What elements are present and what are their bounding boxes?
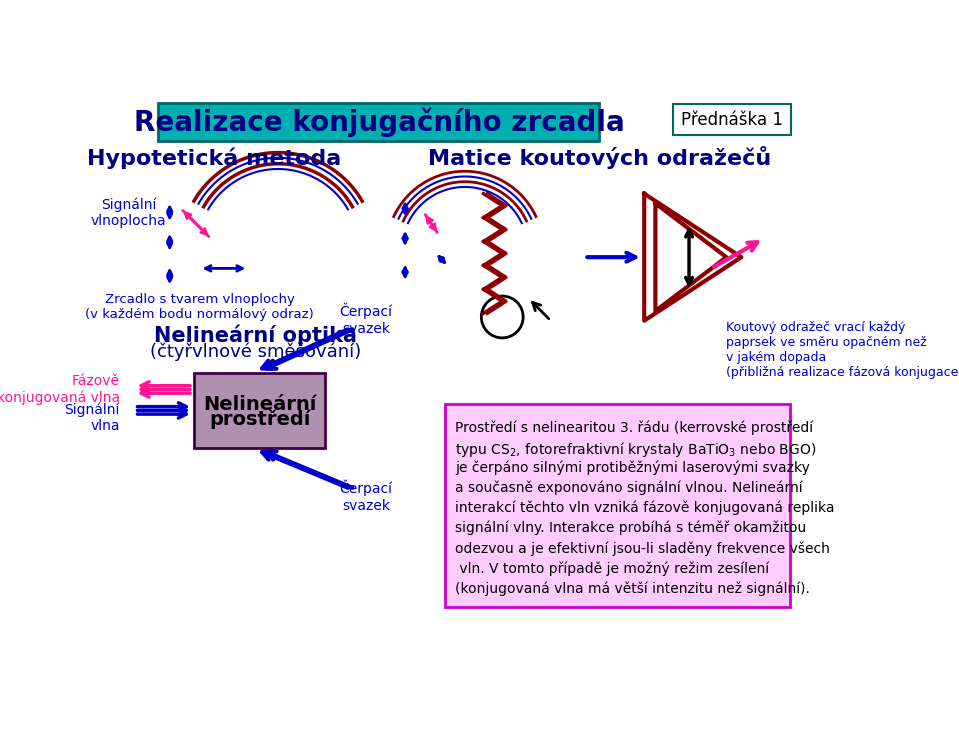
Text: Čerpací
svazek: Čerpací svazek [339,303,393,335]
Text: vln. V tomto případě je možný režim zesílení: vln. V tomto případě je možný režim zesí… [456,561,769,576]
Text: odezvou a je efektivní jsou-li sladěny frekvence všech: odezvou a je efektivní jsou-li sladěny f… [456,541,830,556]
FancyBboxPatch shape [158,102,599,141]
Text: Zrcadlo s tvarem vlnoplochy
(v každém bodu normálový odraz): Zrcadlo s tvarem vlnoplochy (v každém bo… [85,293,314,321]
Text: Nelineární: Nelineární [203,395,316,414]
Text: Čerpací
svazek: Čerpací svazek [339,480,393,513]
Text: Přednáška 1: Přednáška 1 [682,111,784,129]
FancyBboxPatch shape [195,373,325,447]
Text: Prostředí s nelinearitou 3. řádu (kerrovské prostředí: Prostředí s nelinearitou 3. řádu (kerrov… [456,420,813,435]
Text: Koutový odražeč vrací každý
paprsek ve směru opačném než
v jakém dopada
(přibliž: Koutový odražeč vrací každý paprsek ve s… [726,320,959,379]
Text: interakcí těchto vln vzniká fázově konjugovaná replika: interakcí těchto vln vzniká fázově konju… [456,501,834,515]
Text: signální vlny. Interakce probíhá s téměř okamžitou: signální vlny. Interakce probíhá s téměř… [456,521,807,535]
Text: Nelineární optika: Nelineární optika [154,325,357,347]
FancyBboxPatch shape [445,405,790,607]
Text: prostředí: prostředí [209,410,311,429]
Text: a současně exponováno signální vlnou. Nelineární: a současně exponováno signální vlnou. Ne… [456,481,803,495]
Text: Realizace konjugačního zrcadla: Realizace konjugačního zrcadla [133,108,624,137]
Text: Hypotetická metoda: Hypotetická metoda [87,147,341,168]
Text: Fázově
konjugovaná vlna: Fázově konjugovaná vlna [0,374,120,405]
FancyBboxPatch shape [672,104,791,135]
Text: typu CS$_2$, fotorefraktivní krystaly BaTiO$_3$ nebo BGO): typu CS$_2$, fotorefraktivní krystaly Ba… [456,440,816,459]
Text: (čtyřvlnové směšování): (čtyřvlnové směšování) [150,343,362,362]
Text: Matice koutových odražečů: Matice koutových odražečů [428,147,771,169]
Text: (konjugovaná vlna má větší intenzitu než signální).: (konjugovaná vlna má větší intenzitu než… [456,581,810,596]
Text: Signální
vlna: Signální vlna [64,402,120,433]
Text: je čerpáno silnými protiběžnými laserovými svazky: je čerpáno silnými protiběžnými laserový… [456,460,810,475]
Text: Signální
vlnoplocha: Signální vlnoplocha [91,197,167,228]
